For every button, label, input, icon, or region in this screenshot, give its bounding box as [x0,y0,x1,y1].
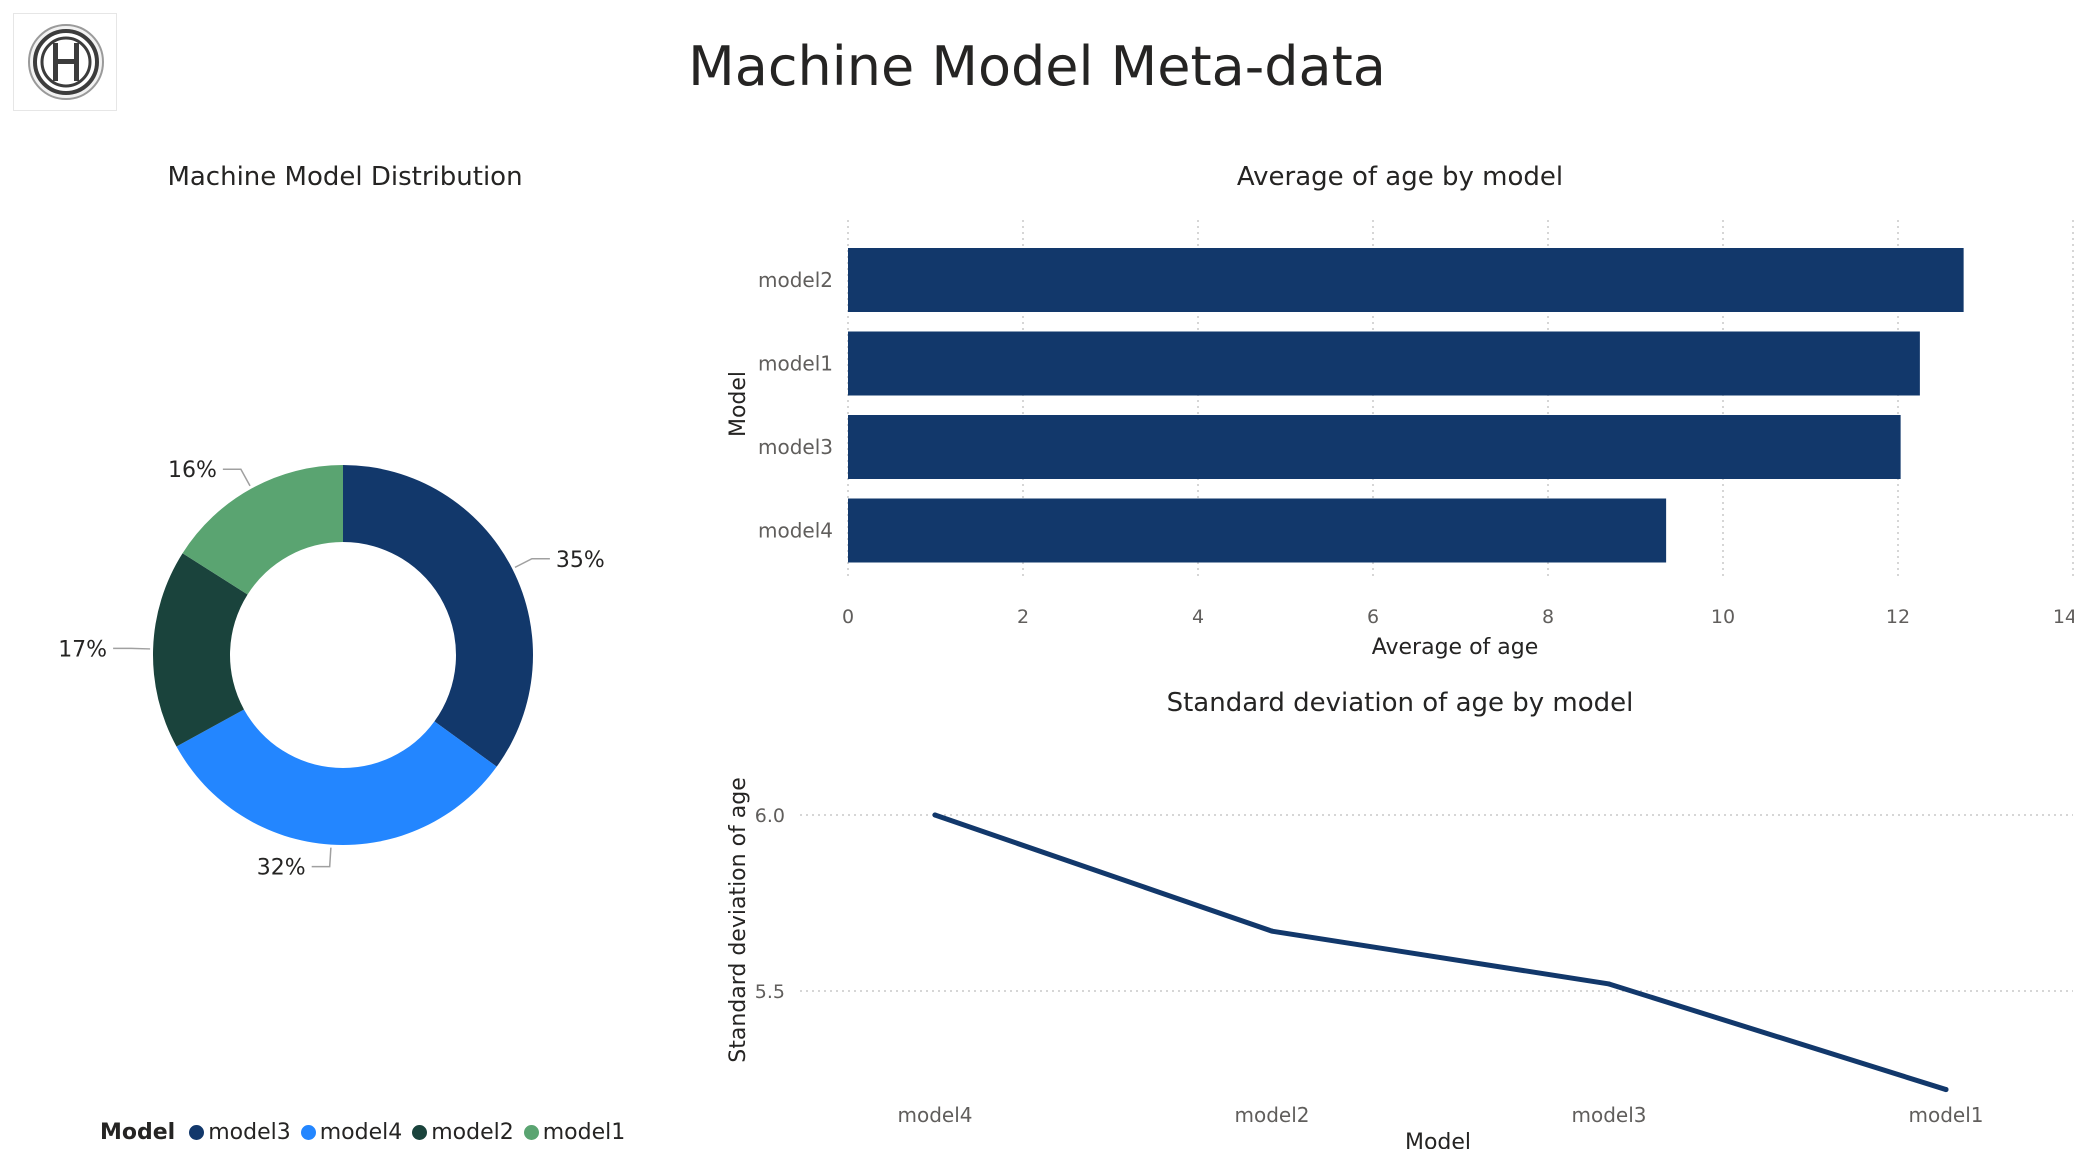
line-chart-title: Standard deviation of age by model [1166,688,1634,718]
bar-x-tick-label: 2 [1017,606,1029,628]
bar-x-tick-label: 12 [1886,606,1910,628]
legend-item-model3[interactable]: model3 [189,1120,291,1145]
donut-slice-model2 [153,553,248,747]
line-x-tick-label: model1 [1909,1103,1984,1127]
bar-x-tick-label: 8 [1542,606,1554,628]
line-x-axis-title: Model [1405,1130,1471,1149]
bar-y-tick-label: model1 [758,352,833,376]
line-x-tick-label: model4 [898,1103,973,1127]
bar-y-axis-title: Model [726,371,751,437]
line-y-tick-label: 5.5 [755,981,785,1003]
bar-model3 [848,415,1901,479]
line-point-model1 [1943,1087,1949,1093]
donut-data-label-model4: 32% [257,856,306,881]
line-point-model3 [1606,981,1612,987]
bar-x-tick-label: 0 [842,606,854,628]
bar-x-tick-label: 14 [2053,606,2074,628]
donut-legend: Model model3 model4 model2 model1 [100,1120,635,1145]
logo-container [13,13,117,111]
legend-item-model4[interactable]: model4 [300,1120,403,1145]
bar-x-axis-title: Average of age [1372,635,1539,660]
bar-x-tick-label: 4 [1192,606,1204,628]
bar-x-tick-label: 6 [1367,606,1379,628]
legend-item-model2[interactable]: model2 [412,1120,514,1145]
donut-leader-model3 [514,558,550,569]
legend-swatch-model4 [300,1125,316,1140]
donut-slice-model3 [343,465,533,767]
legend-label-model4: model4 [319,1120,403,1145]
bar-y-tick-label: model3 [758,435,833,459]
legend-swatch-model1 [523,1125,539,1140]
donut-data-label-model2: 17% [58,637,107,662]
legend-title: Model [100,1120,176,1145]
donut-leader-model4 [311,847,332,868]
bar-model4 [848,498,1667,563]
line-point-model2 [1269,928,1275,934]
line-point-model4 [932,812,938,818]
donut-slice-model1 [182,465,343,595]
legend-swatch-model3 [189,1125,205,1140]
legend-label-model2: model2 [431,1120,514,1145]
donut-data-label-model3: 35% [556,548,605,573]
legend-label-model1: model1 [542,1120,626,1145]
bar-chart-title: Average of age by model [1236,162,1564,192]
legend-label-model3: model3 [208,1120,291,1145]
legend-swatch-model2 [412,1125,428,1140]
bar-model1 [848,331,1920,396]
bar-y-tick-label: model2 [758,268,833,292]
line-y-tick-label: 6.0 [755,805,785,827]
donut-leader-model2 [113,647,151,650]
line-x-tick-label: model2 [1235,1103,1310,1127]
donut-data-label-model1: 16% [168,458,217,483]
donut-chart: 35% 32% 17% 16% [58,458,605,881]
donut-chart-title: Machine Model Distribution [167,162,523,192]
line-y-axis-title: Standard deviation of age [726,777,751,1063]
bar-model2 [848,248,1964,312]
donut-leader-model1 [222,468,251,487]
legend-item-model1[interactable]: model1 [523,1120,626,1145]
line-x-tick-label: model3 [1572,1103,1647,1127]
bar-x-tick-label: 10 [1711,606,1735,628]
donut-slice-model4 [176,709,497,845]
bar-y-tick-label: model4 [758,519,833,543]
line-series [932,812,1949,1093]
page-title: Machine Model Meta-data [688,35,1386,98]
bosch-logo-icon [28,24,104,100]
